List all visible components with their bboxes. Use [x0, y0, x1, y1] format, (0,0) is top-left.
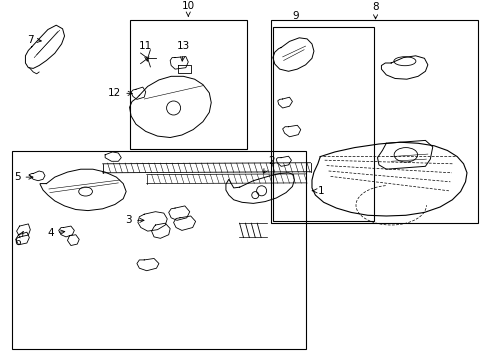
Bar — [12, 151, 305, 349]
Text: 10: 10 — [182, 1, 194, 17]
Text: 8: 8 — [371, 1, 378, 19]
Text: 11: 11 — [139, 41, 152, 61]
Text: 3: 3 — [125, 215, 143, 225]
Bar — [271, 20, 477, 223]
Bar — [129, 20, 246, 149]
Text: 1: 1 — [312, 186, 324, 196]
Text: 9: 9 — [292, 11, 299, 21]
Bar — [272, 27, 373, 221]
Text: 5: 5 — [14, 172, 33, 182]
Text: 2: 2 — [263, 156, 274, 173]
Text: 6: 6 — [14, 231, 23, 247]
Text: 4: 4 — [47, 228, 64, 238]
Text: 7: 7 — [26, 35, 41, 45]
Text: 13: 13 — [176, 41, 190, 61]
Text: 12: 12 — [108, 88, 132, 98]
